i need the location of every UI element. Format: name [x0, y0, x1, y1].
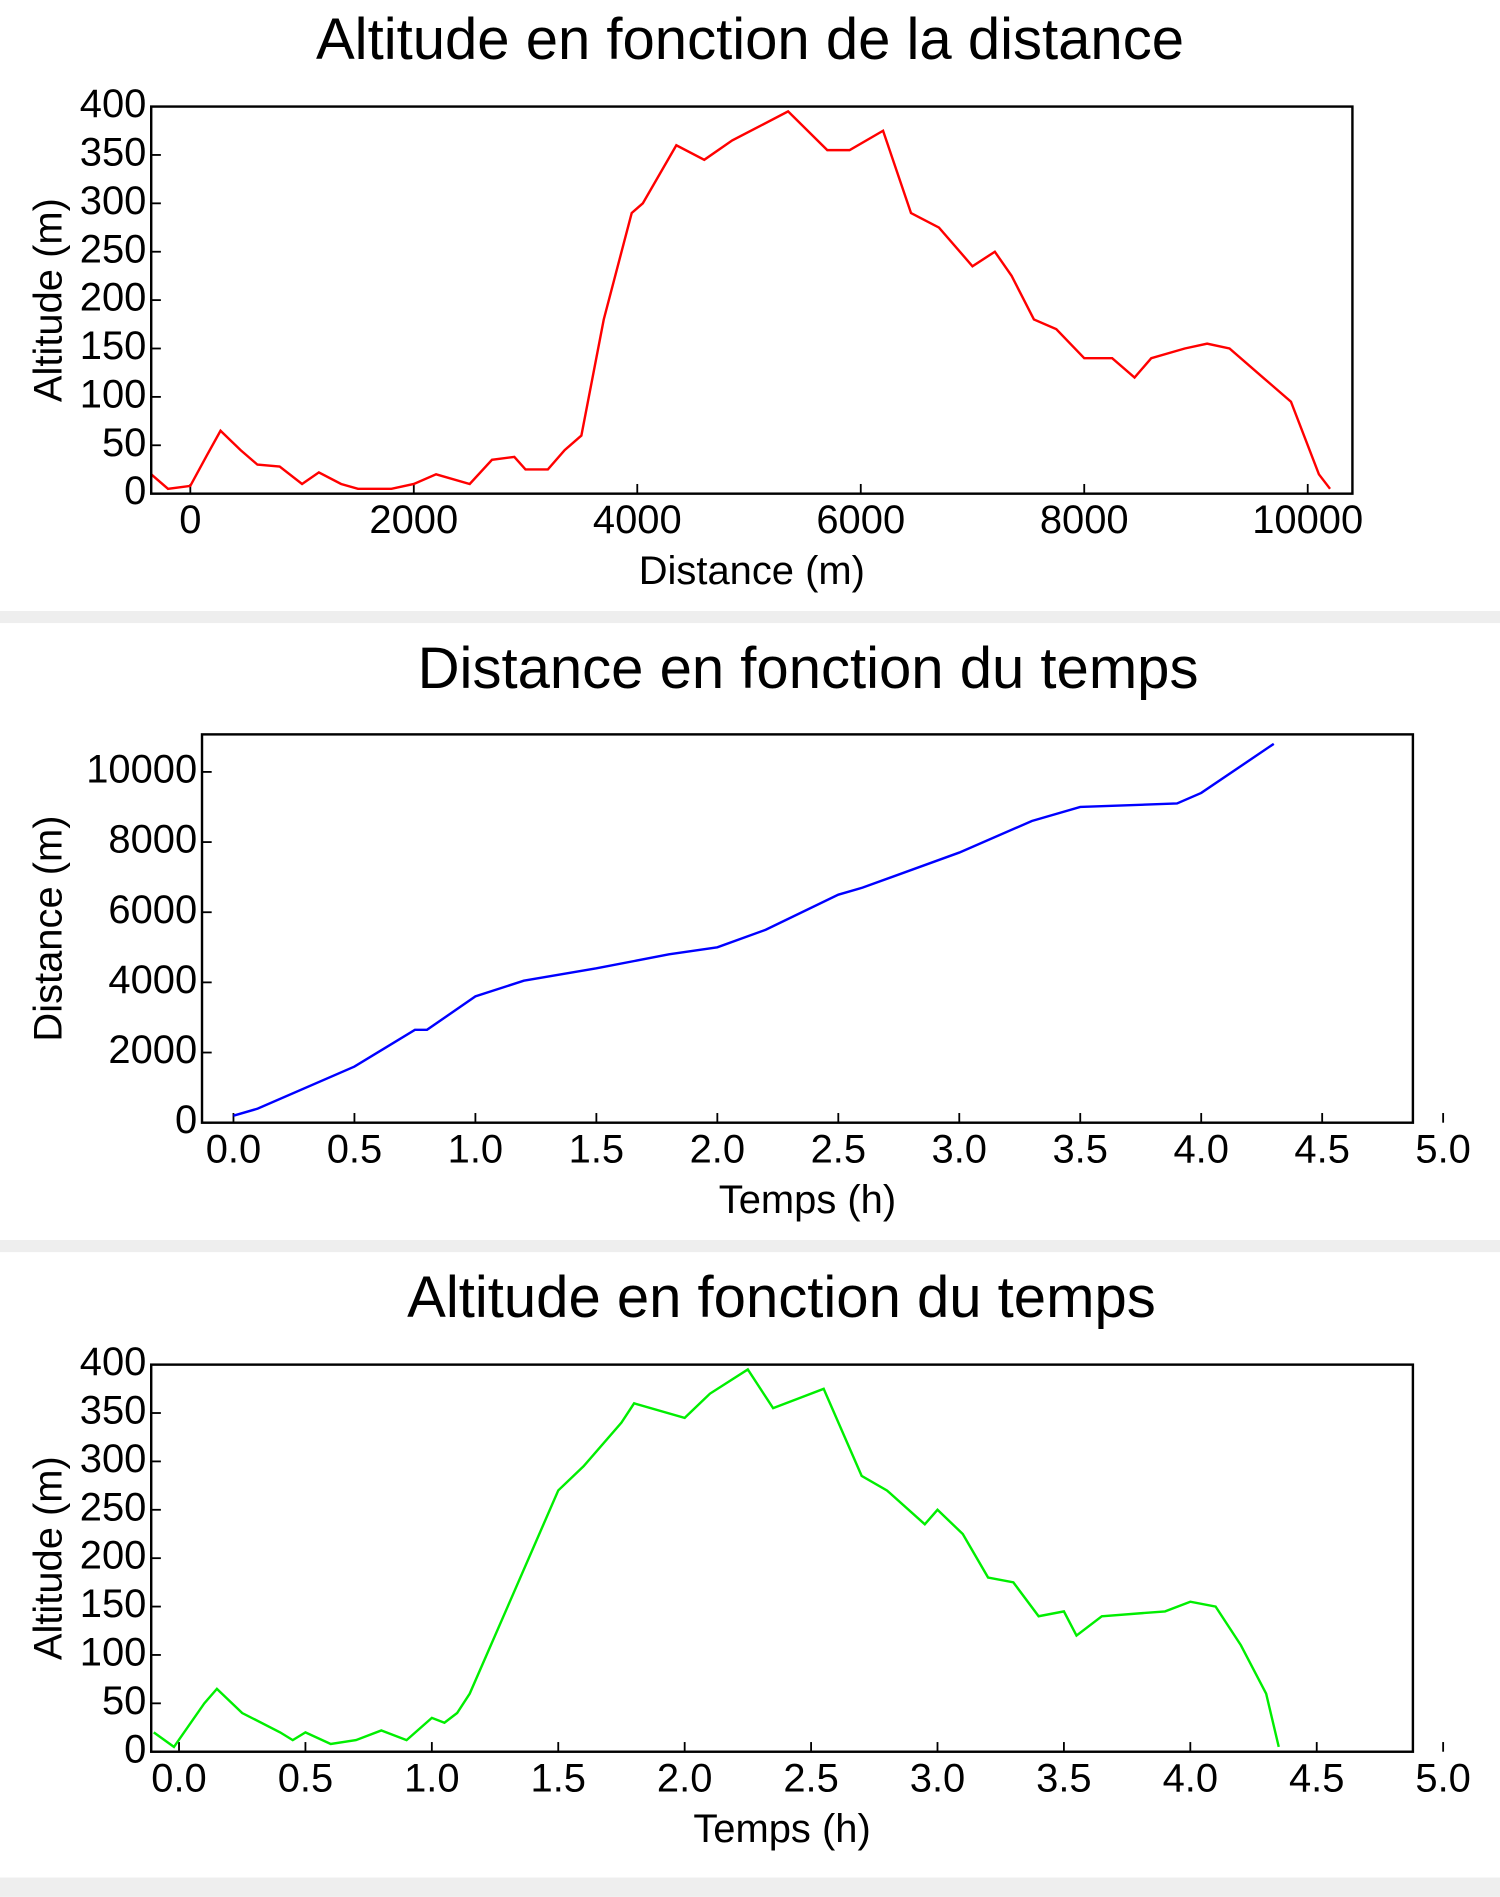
plot-frame — [150, 105, 1354, 495]
y-tick-label: 250 — [80, 1485, 147, 1529]
x-tick-label: 5.0 — [1415, 1756, 1470, 1800]
x-tick-label: 6000 — [816, 498, 905, 542]
x-tick-label: 5.0 — [1415, 1127, 1470, 1171]
x-tick-label: 1.5 — [569, 1127, 624, 1171]
x-tick-label: 2.5 — [783, 1756, 838, 1800]
y-tick-label: 8000 — [108, 818, 197, 862]
y-tick-label: 300 — [80, 1437, 147, 1481]
chart-title: Altitude en fonction du temps — [407, 1265, 1156, 1330]
y-tick-label: 200 — [80, 1534, 147, 1578]
y-tick-label: 50 — [102, 1679, 146, 1723]
data-line — [153, 1367, 1280, 1749]
x-tick-label: 0 — [179, 498, 201, 542]
x-tick-label: 4.0 — [1173, 1127, 1228, 1171]
x-tick-label: 2.0 — [657, 1756, 712, 1800]
x-axis-label: Temps (h) — [719, 1178, 896, 1222]
y-tick-label: 0 — [175, 1098, 197, 1142]
y-tick-label: 0 — [124, 469, 146, 513]
separator — [0, 1240, 1500, 1253]
x-tick-label: 3.5 — [1036, 1756, 1091, 1800]
x-tick-label: 0.0 — [206, 1127, 261, 1171]
y-tick-label: 4000 — [108, 958, 197, 1002]
separator — [0, 1877, 1500, 1897]
x-tick-label: 1.5 — [531, 1756, 586, 1800]
x-tick-label: 4.5 — [1294, 1127, 1349, 1171]
y-tick-label: 400 — [80, 1340, 147, 1384]
x-tick-label: 10000 — [1252, 498, 1363, 542]
data-line — [150, 109, 1332, 491]
y-axis-label: Altitude (m) — [26, 1456, 70, 1660]
x-tick-label: 3.0 — [932, 1127, 987, 1171]
y-tick-label: 2000 — [108, 1028, 197, 1072]
chart-title: Altitude en fonction de la distance — [316, 7, 1184, 72]
separator — [0, 611, 1500, 624]
y-tick-label: 150 — [80, 1582, 147, 1626]
y-axis-label: Distance (m) — [26, 815, 70, 1041]
x-axis-label: Distance (m) — [639, 549, 865, 593]
y-tick-label: 100 — [80, 1630, 147, 1674]
x-axis-label: Temps (h) — [693, 1807, 870, 1851]
x-tick-label: 2.0 — [690, 1127, 745, 1171]
y-tick-label: 0 — [124, 1727, 146, 1771]
x-tick-label: 2.5 — [811, 1127, 866, 1171]
y-tick-label: 50 — [102, 421, 146, 465]
x-tick-label: 4000 — [593, 498, 682, 542]
x-tick-label: 1.0 — [404, 1756, 459, 1800]
y-tick-label: 300 — [80, 179, 147, 223]
y-tick-label: 150 — [80, 324, 147, 368]
y-tick-label: 350 — [80, 1389, 147, 1433]
y-tick-label: 6000 — [108, 888, 197, 932]
plot-frame — [150, 1363, 1415, 1753]
x-tick-label: 1.0 — [448, 1127, 503, 1171]
y-axis-label: Altitude (m) — [26, 198, 70, 402]
y-tick-label: 250 — [80, 227, 147, 271]
x-tick-label: 0.5 — [327, 1127, 382, 1171]
x-tick-label: 8000 — [1040, 498, 1129, 542]
y-tick-label: 100 — [80, 372, 147, 416]
chart-title: Distance en fonction du temps — [418, 636, 1199, 701]
y-tick-label: 10000 — [86, 747, 197, 791]
x-tick-label: 4.5 — [1289, 1756, 1344, 1800]
y-tick-label: 400 — [80, 82, 147, 126]
x-tick-label: 2000 — [369, 498, 458, 542]
x-tick-label: 4.0 — [1163, 1756, 1218, 1800]
x-tick-label: 3.5 — [1052, 1127, 1107, 1171]
x-tick-label: 0.0 — [151, 1756, 206, 1800]
x-tick-label: 0.5 — [278, 1756, 333, 1800]
data-line — [233, 742, 1275, 1117]
y-tick-label: 350 — [80, 130, 147, 174]
plot-frame — [200, 733, 1415, 1124]
x-tick-label: 3.0 — [910, 1756, 965, 1800]
y-tick-label: 200 — [80, 276, 147, 320]
